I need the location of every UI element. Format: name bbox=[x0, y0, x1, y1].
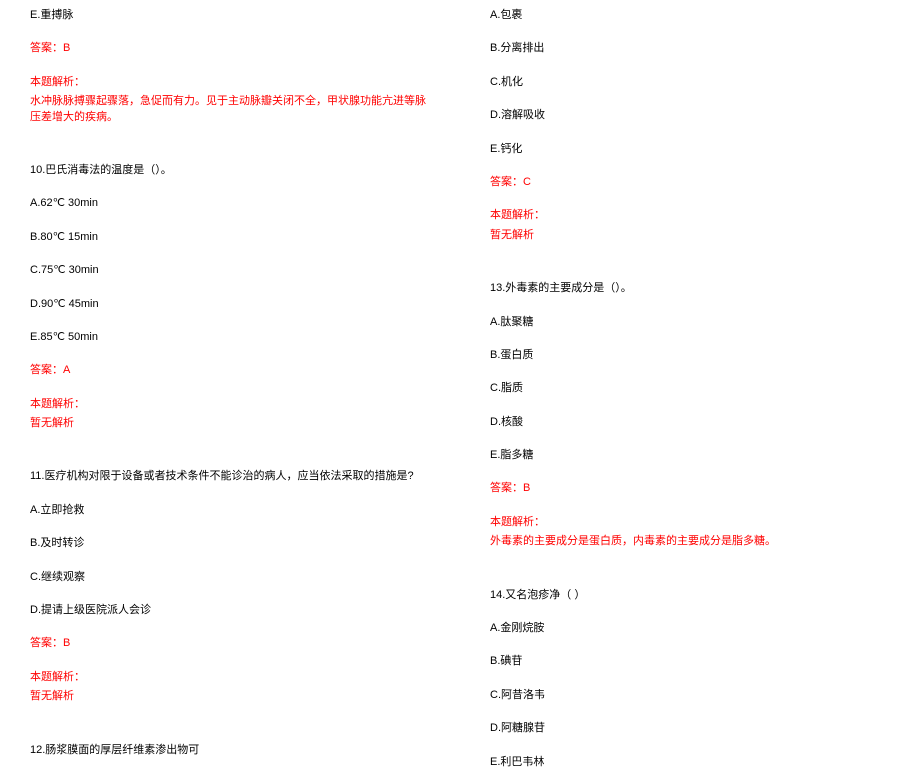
q9-answer: 答案：B bbox=[30, 41, 430, 56]
q12-option-a: A.包裹 bbox=[490, 8, 890, 23]
q12-analysis-text: 暂无解析 bbox=[490, 228, 890, 243]
q11-option-a: A.立即抢救 bbox=[30, 503, 430, 518]
q11-option-b: B.及时转诊 bbox=[30, 536, 430, 551]
q12-option-d: D.溶解吸收 bbox=[490, 108, 890, 123]
q10-stem: 10.巴氏消毒法的温度是（）。 bbox=[30, 163, 430, 178]
q10-answer: 答案：A bbox=[30, 363, 430, 378]
q10-analysis-text: 暂无解析 bbox=[30, 416, 430, 431]
q13-analysis-text: 外毒素的主要成分是蛋白质，内毒素的主要成分是脂多糖。 bbox=[490, 534, 890, 549]
q14-option-c: C.阿昔洛韦 bbox=[490, 688, 890, 703]
q12-stem: 12.肠浆膜面的厚层纤维素渗出物可 bbox=[30, 743, 430, 758]
q13-option-b: B.蛋白质 bbox=[490, 348, 890, 363]
q14-stem: 14.又名泡疹净（ ） bbox=[490, 588, 890, 603]
q13-option-e: E.脂多糖 bbox=[490, 448, 890, 463]
q13-option-a: A.肽聚糖 bbox=[490, 315, 890, 330]
q10-option-e: E.85℃ 50min bbox=[30, 330, 430, 345]
q11-option-c: C.继续观察 bbox=[30, 570, 430, 585]
q10-analysis: 本题解析： 暂无解析 bbox=[30, 397, 430, 432]
q13-option-c: C.脂质 bbox=[490, 381, 890, 396]
q12-analysis-label: 本题解析： bbox=[490, 208, 890, 223]
q14-option-e: E.利巴韦林 bbox=[490, 755, 890, 770]
q11-answer: 答案：B bbox=[30, 636, 430, 651]
q13-option-d: D.核酸 bbox=[490, 415, 890, 430]
q10-option-c: C.75℃ 30min bbox=[30, 263, 430, 278]
q13-answer: 答案：B bbox=[490, 481, 890, 496]
q12-answer: 答案：C bbox=[490, 175, 890, 190]
left-column: E.重搏脉 答案：B 本题解析： 水冲脉脉搏骤起骤落，急促而有力。见于主动脉瓣关… bbox=[0, 8, 460, 643]
q11-stem: 11.医疗机构对限于设备或者技术条件不能诊治的病人，应当依法采取的措施是? bbox=[30, 469, 430, 484]
right-column: A.包裹 B.分离排出 C.机化 D.溶解吸收 E.钙化 答案：C 本题解析： … bbox=[460, 8, 920, 643]
q12-analysis: 本题解析： 暂无解析 bbox=[490, 208, 890, 243]
q9-analysis-label: 本题解析： bbox=[30, 75, 430, 90]
q10-option-a: A.62℃ 30min bbox=[30, 196, 430, 211]
q14-option-d: D.阿糖腺苷 bbox=[490, 721, 890, 736]
q13-analysis-label: 本题解析： bbox=[490, 515, 890, 530]
q12-option-c: C.机化 bbox=[490, 75, 890, 90]
q13-stem: 13.外毒素的主要成分是（）。 bbox=[490, 281, 890, 296]
q9-option-e: E.重搏脉 bbox=[30, 8, 430, 23]
q14-option-b: B.碘苷 bbox=[490, 654, 890, 669]
q10-analysis-label: 本题解析： bbox=[30, 397, 430, 412]
q12-option-b: B.分离排出 bbox=[490, 41, 890, 56]
q11-option-d: D.提请上级医院派人会诊 bbox=[30, 603, 430, 618]
q14-option-a: A.金刚烷胺 bbox=[490, 621, 890, 636]
q11-analysis-label: 本题解析： bbox=[30, 670, 430, 685]
q11-analysis-text: 暂无解析 bbox=[30, 689, 430, 704]
q11-analysis: 本题解析： 暂无解析 bbox=[30, 670, 430, 705]
q12-option-e: E.钙化 bbox=[490, 142, 890, 157]
q9-analysis: 本题解析： 水冲脉脉搏骤起骤落，急促而有力。见于主动脉瓣关闭不全，甲状腺功能亢进… bbox=[30, 75, 430, 125]
q13-analysis: 本题解析： 外毒素的主要成分是蛋白质，内毒素的主要成分是脂多糖。 bbox=[490, 515, 890, 550]
q9-analysis-text: 水冲脉脉搏骤起骤落，急促而有力。见于主动脉瓣关闭不全，甲状腺功能亢进等脉压差增大… bbox=[30, 94, 430, 125]
q10-option-d: D.90℃ 45min bbox=[30, 297, 430, 312]
q10-option-b: B.80℃ 15min bbox=[30, 230, 430, 245]
